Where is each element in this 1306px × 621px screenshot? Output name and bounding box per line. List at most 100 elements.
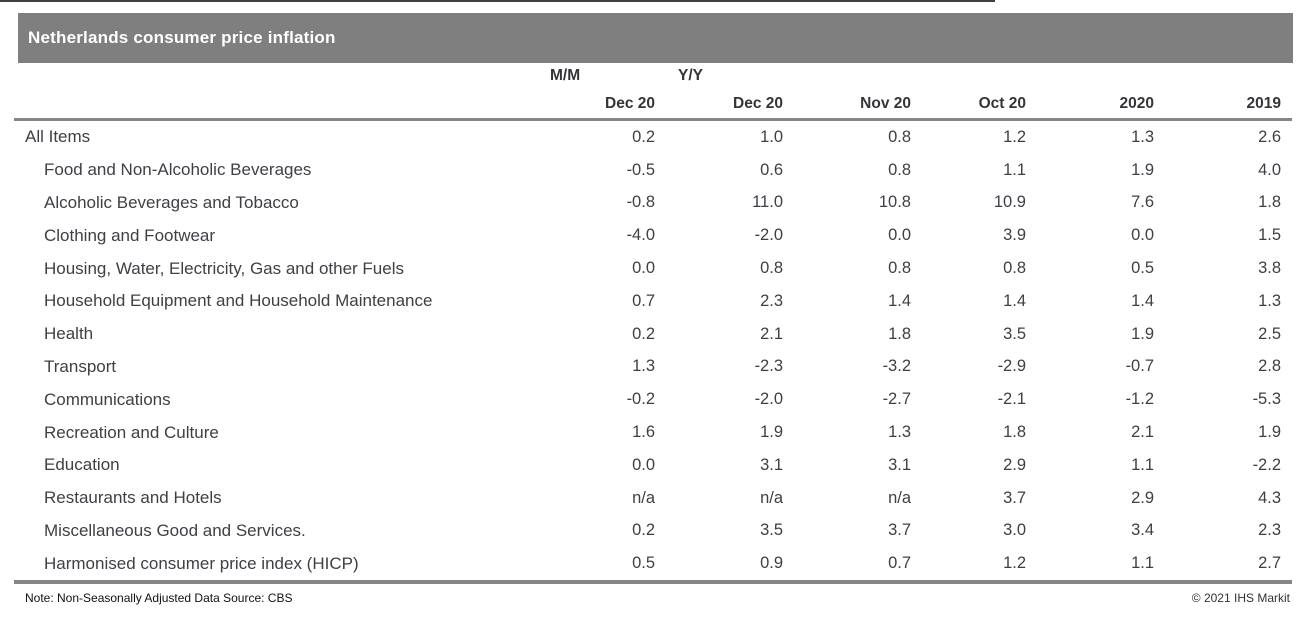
cell-value: 2.5: [1258, 324, 1281, 343]
cell-value: n/a: [760, 488, 783, 507]
cell-value: 2.7: [1258, 554, 1281, 573]
table-title: Netherlands consumer price inflation: [28, 28, 336, 47]
cell-value: 0.8: [888, 127, 911, 146]
row-label: Household Equipment and Household Mainte…: [44, 291, 433, 311]
cell-value: 10.8: [878, 193, 911, 212]
cell-value: -2.2: [1252, 455, 1281, 474]
cell-value: 1.1: [1131, 554, 1154, 573]
cell-value: -0.7: [1125, 357, 1154, 376]
cell-value: n/a: [632, 488, 655, 507]
cell-value: 2.9: [1003, 455, 1026, 474]
cell-value: -4.0: [626, 226, 655, 245]
table-row: Harmonised consumer price index (HICP) 0…: [14, 547, 1292, 580]
table-row: Housing, Water, Electricity, Gas and oth…: [14, 252, 1292, 285]
table-row: Transport 1.3 -2.3 -3.2 -2.9 -0.7 2.8: [14, 351, 1292, 384]
cell-value: 1.3: [1258, 291, 1281, 310]
row-label: All Items: [25, 127, 91, 147]
top-border-line: [0, 0, 995, 2]
cell-value: 0.0: [1131, 226, 1154, 245]
cell-value: -2.0: [754, 390, 783, 409]
cell-value: -0.2: [626, 390, 655, 409]
column-header-nov20: Nov 20: [860, 94, 911, 112]
bottom-rule: [14, 580, 1292, 585]
cell-value: 3.1: [760, 455, 783, 474]
cell-value: 2.8: [1258, 357, 1281, 376]
cell-value: 0.9: [760, 554, 783, 573]
table-row: Miscellaneous Good and Services. 0.2 3.5…: [14, 515, 1292, 548]
table-body: All Items 0.2 1.0 0.8 1.2 1.3 2.6 Food a…: [14, 121, 1292, 580]
cell-value: 0.0: [632, 259, 655, 278]
cell-value: 0.8: [1003, 259, 1026, 278]
cell-value: 1.5: [1258, 226, 1281, 245]
cell-value: 0.8: [888, 259, 911, 278]
cell-value: 0.2: [632, 324, 655, 343]
cell-value: 0.0: [632, 455, 655, 474]
cell-value: 1.1: [1003, 160, 1026, 179]
cell-value: 1.8: [1258, 193, 1281, 212]
cell-value: 0.2: [632, 521, 655, 540]
cell-value: 1.2: [1003, 127, 1026, 146]
cell-value: 3.7: [1003, 488, 1026, 507]
cell-value: 4.0: [1258, 160, 1281, 179]
cell-value: 1.1: [1131, 455, 1154, 474]
cell-value: 1.4: [1003, 291, 1026, 310]
cell-value: 3.9: [1003, 226, 1026, 245]
row-label: Housing, Water, Electricity, Gas and oth…: [44, 258, 404, 278]
table-row: Food and Non-Alcoholic Beverages -0.5 0.…: [14, 154, 1292, 187]
cell-value: 2.1: [760, 324, 783, 343]
row-label: Transport: [44, 356, 117, 376]
cell-value: -0.5: [626, 160, 655, 179]
cell-value: 0.7: [632, 291, 655, 310]
cell-value: n/a: [888, 488, 911, 507]
cell-value: 1.8: [1003, 423, 1026, 442]
cell-value: 0.6: [760, 160, 783, 179]
cell-value: -2.1: [997, 390, 1026, 409]
cell-value: 1.3: [632, 357, 655, 376]
table-row: Restaurants and Hotels n/a n/a n/a 3.7 2…: [14, 482, 1292, 515]
group-header-yy: Y/Y: [678, 67, 703, 84]
row-label: Alcoholic Beverages and Tobacco: [44, 192, 299, 212]
table-row: Clothing and Footwear -4.0 -2.0 0.0 3.9 …: [14, 219, 1292, 252]
row-label: Communications: [44, 389, 171, 409]
cell-value: -5.3: [1252, 390, 1281, 409]
row-label: Restaurants and Hotels: [44, 488, 222, 508]
cell-value: 1.9: [1258, 423, 1281, 442]
cell-value: 1.9: [760, 423, 783, 442]
row-label: Food and Non-Alcoholic Beverages: [44, 160, 312, 180]
cell-value: -0.8: [626, 193, 655, 212]
cell-value: 1.0: [760, 127, 783, 146]
cell-value: 3.0: [1003, 521, 1026, 540]
cell-value: -3.2: [882, 357, 911, 376]
cell-value: 1.3: [888, 423, 911, 442]
row-label: Miscellaneous Good and Services.: [44, 520, 306, 540]
table-row: All Items 0.2 1.0 0.8 1.2 1.3 2.6: [14, 121, 1292, 154]
cell-value: 0.5: [1131, 259, 1154, 278]
table-title-bar: Netherlands consumer price inflation: [18, 13, 1293, 63]
footer-copyright: © 2021 IHS Markit: [1191, 591, 1290, 605]
cell-value: 3.8: [1258, 259, 1281, 278]
cell-value: 1.4: [888, 291, 911, 310]
cell-value: -2.0: [754, 226, 783, 245]
row-label: Harmonised consumer price index (HICP): [44, 553, 359, 573]
cell-value: -1.2: [1125, 390, 1154, 409]
cell-value: 0.2: [632, 127, 655, 146]
cell-value: 10.9: [993, 193, 1026, 212]
row-label: Recreation and Culture: [44, 422, 219, 442]
cell-value: 1.9: [1131, 160, 1154, 179]
cell-value: 2.9: [1131, 488, 1154, 507]
cell-value: 0.8: [888, 160, 911, 179]
cell-value: 1.2: [1003, 554, 1026, 573]
footer: Note: Non-Seasonally Adjusted Data Sourc…: [14, 591, 1292, 605]
group-header-mm: M/M: [550, 67, 581, 84]
cell-value: 1.3: [1131, 127, 1154, 146]
cell-value: 3.4: [1131, 521, 1154, 540]
cell-value: 1.4: [1131, 291, 1154, 310]
cell-value: 2.3: [760, 291, 783, 310]
cell-value: 2.6: [1258, 127, 1281, 146]
cell-value: 0.0: [888, 226, 911, 245]
cell-value: 7.6: [1131, 193, 1154, 212]
cell-value: 0.8: [760, 259, 783, 278]
cell-value: 2.1: [1131, 423, 1154, 442]
cell-value: 0.5: [632, 554, 655, 573]
table-row: Household Equipment and Household Mainte…: [14, 285, 1292, 318]
